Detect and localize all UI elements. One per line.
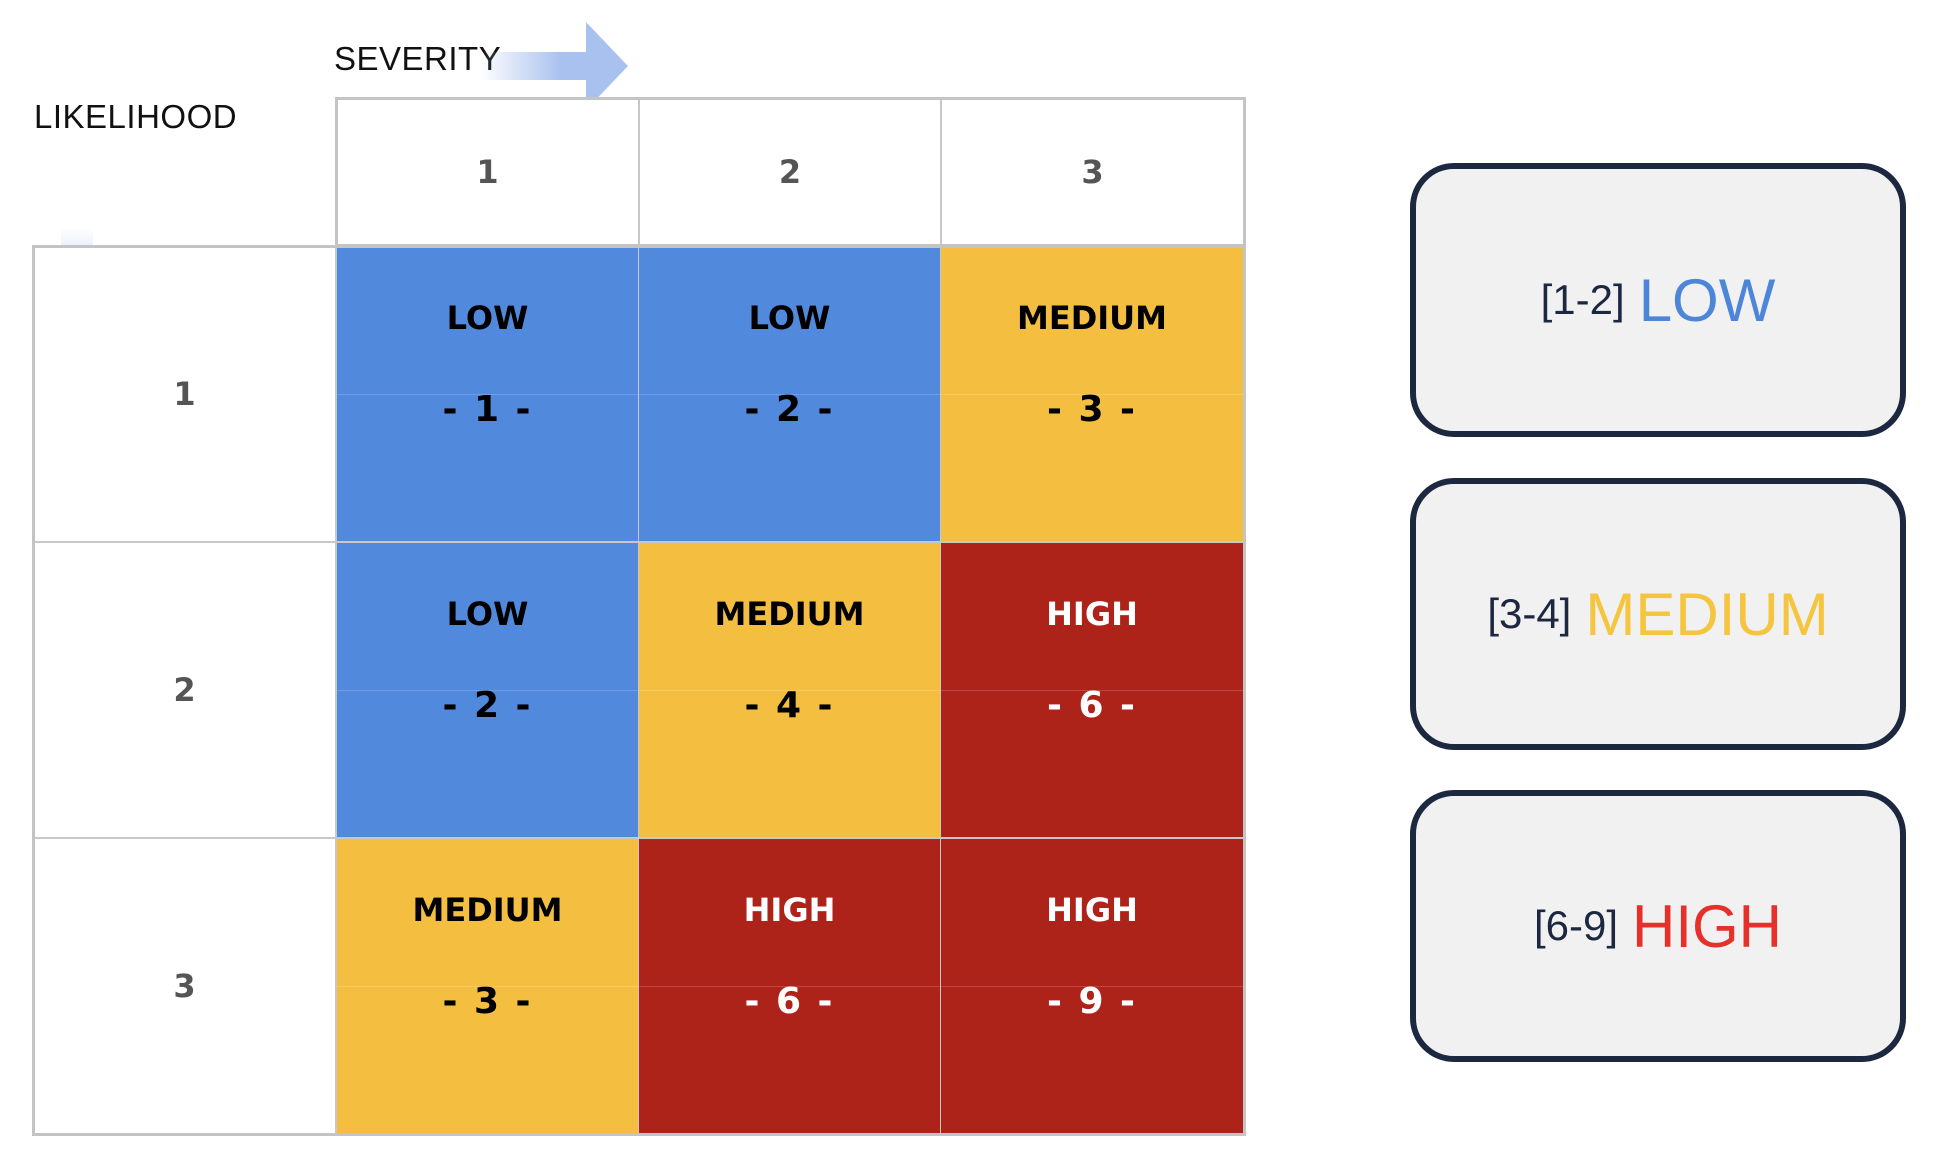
risk-score: - 4 -	[744, 685, 835, 726]
risk-level: LOW	[748, 299, 831, 337]
risk-cell-3-2: HIGH - 6 -	[638, 838, 941, 1134]
legend-level: LOW	[1638, 266, 1776, 334]
risk-cell-2-3: HIGH - 6 -	[940, 542, 1244, 838]
risk-level: MEDIUM	[1017, 299, 1167, 337]
legend-low: [1-2] LOW	[1410, 163, 1906, 437]
risk-level: HIGH	[1046, 891, 1138, 929]
legend-level: HIGH	[1632, 892, 1783, 960]
risk-score: - 6 -	[1047, 685, 1137, 726]
risk-level: LOW	[446, 595, 529, 633]
severity-axis-label: SEVERITY	[334, 40, 502, 77]
legend-range: [3-4]	[1487, 590, 1572, 637]
legend-high: [6-9] HIGH	[1410, 790, 1906, 1062]
risk-score: - 6 -	[744, 981, 835, 1022]
risk-cell-1-2: LOW - 2 -	[638, 246, 941, 542]
legend-range: [1-2]	[1540, 276, 1625, 323]
severity-header-3: 3	[940, 97, 1245, 247]
likelihood-header-3: 3	[32, 837, 337, 1135]
risk-level: MEDIUM	[714, 595, 865, 633]
severity-header-1: 1	[335, 97, 640, 247]
risk-cell-3-1: MEDIUM - 3 -	[336, 838, 639, 1134]
legend-level: MEDIUM	[1585, 580, 1829, 648]
risk-level: HIGH	[1046, 595, 1138, 633]
risk-cell-1-3: MEDIUM - 3 -	[940, 246, 1244, 542]
severity-header-2: 2	[638, 97, 942, 247]
risk-score: - 2 -	[744, 389, 835, 430]
likelihood-header-2: 2	[32, 541, 337, 839]
arrow-right-icon	[480, 22, 628, 110]
likelihood-header-1: 1	[32, 245, 337, 543]
risk-level: LOW	[446, 299, 529, 337]
risk-score: - 1 -	[442, 389, 533, 430]
risk-cell-2-1: LOW - 2 -	[336, 542, 639, 838]
likelihood-axis-label: LIKELIHOOD	[34, 98, 238, 135]
risk-cell-3-3: HIGH - 9 -	[940, 838, 1244, 1134]
risk-score: - 3 -	[1047, 389, 1137, 430]
risk-score: - 3 -	[442, 981, 533, 1022]
risk-score: - 9 -	[1047, 981, 1137, 1022]
risk-score: - 2 -	[442, 685, 533, 726]
legend-range: [6-9]	[1533, 902, 1619, 949]
risk-level: MEDIUM	[412, 891, 563, 929]
risk-cell-2-2: MEDIUM - 4 -	[638, 542, 941, 838]
legend-medium: [3-4] MEDIUM	[1410, 478, 1906, 750]
risk-level: HIGH	[743, 891, 836, 929]
risk-cell-1-1: LOW - 1 -	[336, 246, 639, 542]
